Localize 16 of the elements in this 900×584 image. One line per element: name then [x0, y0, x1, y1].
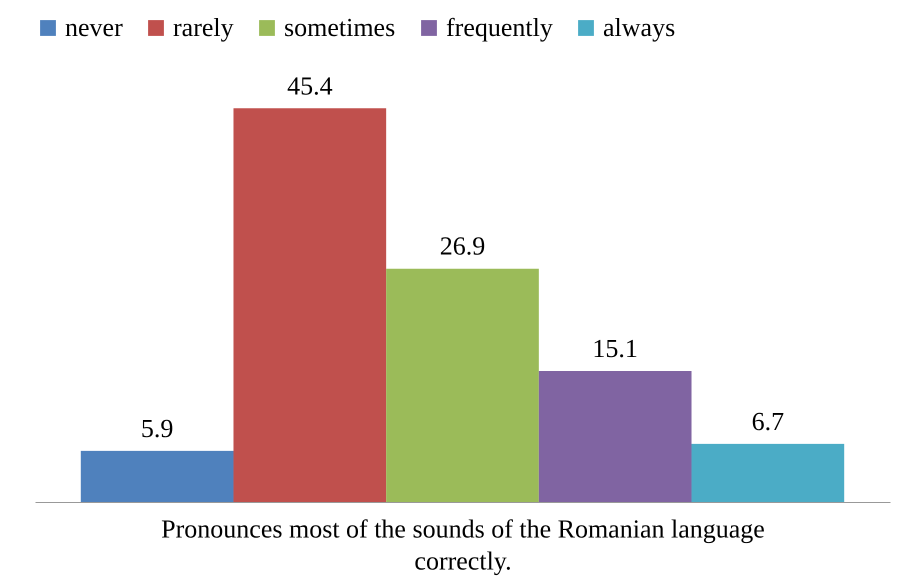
legend-label: sometimes [284, 13, 396, 42]
bar [538, 371, 692, 502]
bar [233, 108, 386, 502]
x-axis-title: Pronounces most of the sounds of the Romanian language correctly. [161, 514, 765, 576]
legend-label: frequently [446, 13, 553, 42]
data-label: 26.9 [440, 232, 486, 261]
data-label: 45.4 [287, 71, 333, 100]
bar [692, 444, 844, 502]
legend-label: rarely [173, 13, 234, 42]
legend-label: never [65, 13, 124, 42]
data-label: 15.1 [592, 334, 638, 364]
bar [80, 450, 234, 502]
legend-label: always [603, 13, 676, 42]
data-label: 6.7 [752, 406, 784, 436]
data-label: 5.9 [140, 414, 174, 443]
bar [386, 268, 539, 502]
